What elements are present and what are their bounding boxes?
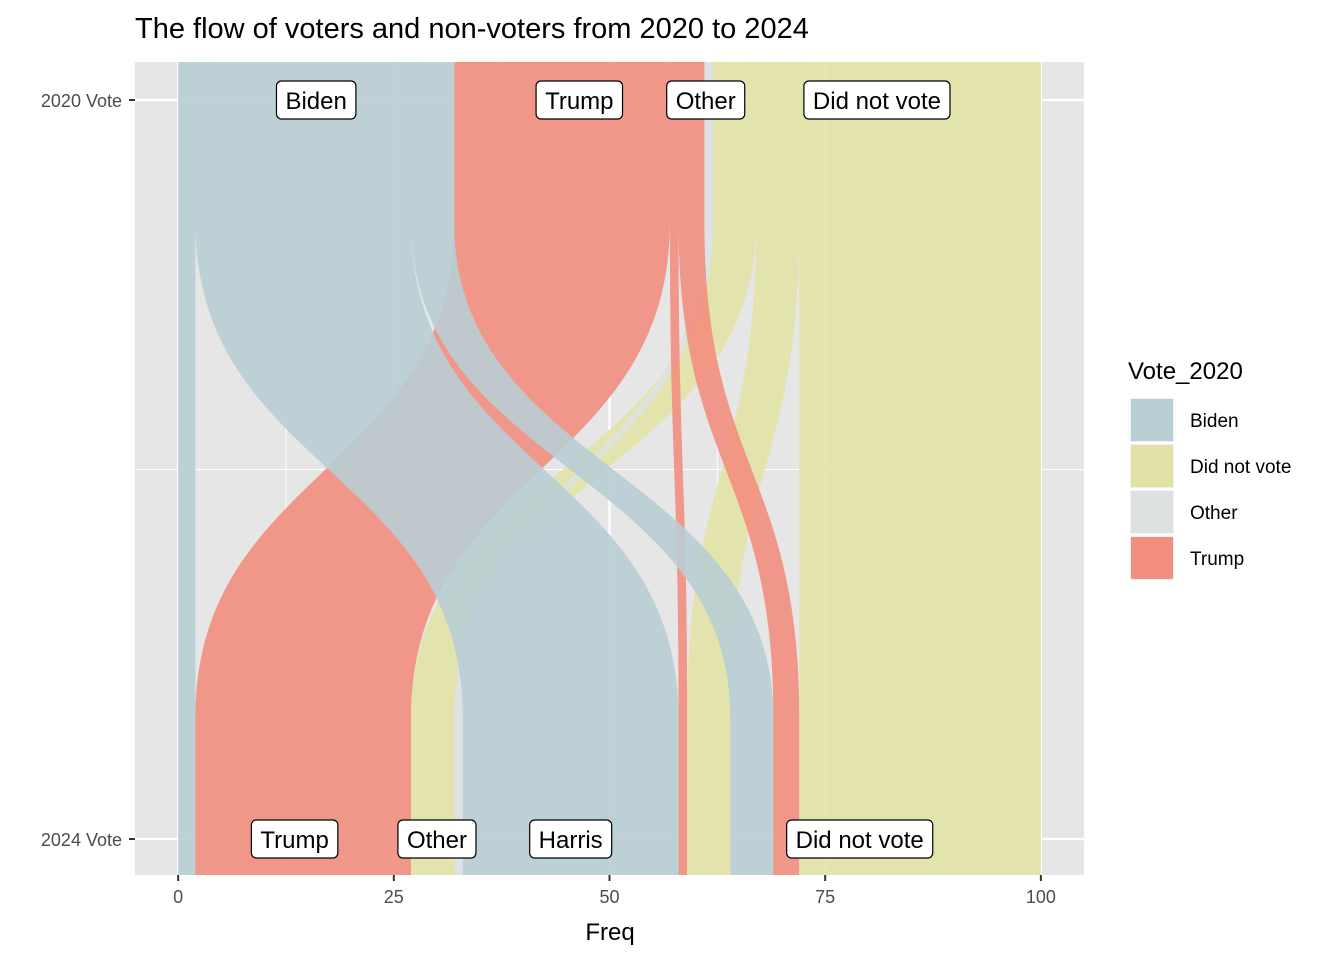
legend-label: Trump <box>1190 549 1244 570</box>
stratum-label-2020-did-not-vote: Did not vote <box>803 80 951 120</box>
legend-label: Other <box>1190 503 1238 524</box>
legend-swatch-trump <box>1131 537 1173 579</box>
y-tick-label: 2020 Vote <box>41 91 122 111</box>
stratum-label-box <box>275 80 357 120</box>
x-axis-title: Freq <box>585 919 634 946</box>
y-tick-label: 2024 Vote <box>41 830 122 850</box>
stratum-label-box <box>535 80 624 120</box>
x-tick-label: 50 <box>599 887 619 907</box>
legend-label: Did not vote <box>1190 457 1291 478</box>
flow-trump-to-did-not-vote <box>678 62 800 875</box>
stratum-label-2024-did-not-vote: Did not vote <box>786 819 934 859</box>
stratum-label-box <box>529 819 613 859</box>
stratum-label-2020-other: Other <box>666 80 746 120</box>
stratum-label-box <box>397 819 477 859</box>
stratum-label-text: Harris <box>539 827 603 854</box>
stratum-label-text: Trump <box>545 88 613 115</box>
legend-title: Vote_2020 <box>1128 358 1243 385</box>
legend-swatch-other <box>1131 491 1173 533</box>
stratum-label-text: Trump <box>260 827 328 854</box>
stratum-label-text: Other <box>676 88 736 115</box>
stratum-label-text: Other <box>407 827 467 854</box>
stratum-label-box <box>786 819 934 859</box>
legend-swatch-did-not-vote <box>1131 445 1173 487</box>
legend-swatch-biden <box>1131 399 1173 441</box>
flow-trump-to-did-not-vote <box>669 62 688 875</box>
x-tick-label: 25 <box>384 887 404 907</box>
stratum-label-2024-other: Other <box>397 819 477 859</box>
stratum-labels: Biden Trump Other Did not vote Trump Other Har… <box>250 80 951 859</box>
stratum-label-2024-harris: Harris <box>529 819 613 859</box>
legend: Vote_2020 Biden Did not vote Other Trump <box>1128 358 1291 580</box>
flow-biden-to-trump <box>178 62 196 875</box>
axes: 0 25 50 75 100 2020 Vote 2024 Vote <box>41 91 1056 907</box>
stratum-label-2020-trump: Trump <box>535 80 624 120</box>
x-tick-label: 75 <box>815 887 835 907</box>
flow-biden-to-did-not-vote <box>411 62 774 875</box>
stratum-label-box <box>666 80 746 120</box>
flow-biden-to-harris <box>195 62 679 875</box>
x-tick-label: 0 <box>173 887 183 907</box>
x-tick-label: 100 <box>1026 887 1056 907</box>
stratum-label-text: Biden <box>285 88 346 115</box>
flow-did-not-vote-to-did-not-vote <box>799 62 1041 875</box>
chart-title: The flow of voters and non-voters from 2… <box>135 13 809 45</box>
legend-label: Biden <box>1190 411 1239 432</box>
flows <box>178 62 1041 875</box>
stratum-label-box <box>803 80 951 120</box>
stratum-label-text: Did not vote <box>813 88 941 115</box>
stratum-label-2020-biden: Biden <box>275 80 357 120</box>
stratum-label-box <box>250 819 339 859</box>
stratum-label-text: Did not vote <box>796 827 924 854</box>
stratum-label-2024-trump: Trump <box>250 819 339 859</box>
